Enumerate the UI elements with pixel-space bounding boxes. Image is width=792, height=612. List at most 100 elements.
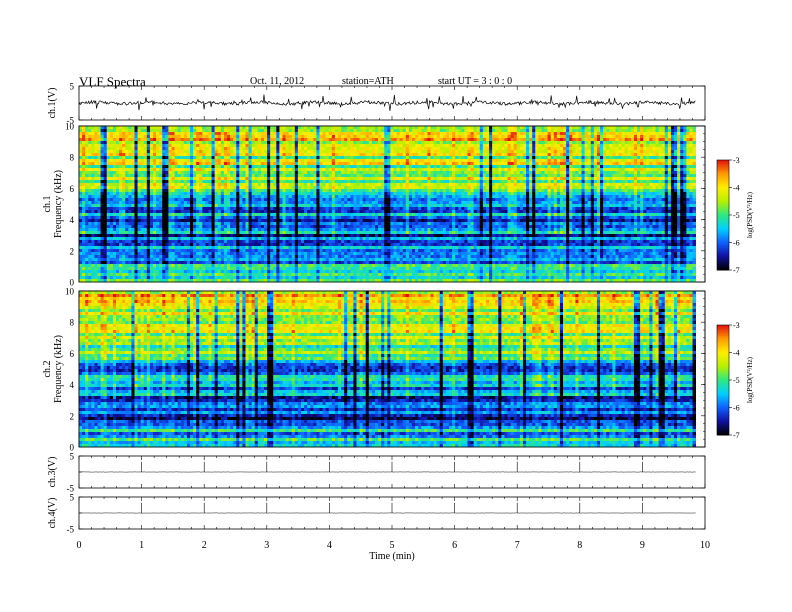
- spectrogram-cell: [270, 135, 274, 139]
- spectrogram-cell: [233, 216, 237, 220]
- spectrogram-cell: [131, 132, 135, 136]
- spectrogram-cell: [279, 171, 283, 175]
- spectrogram-cell: [316, 165, 320, 169]
- spectrogram-cell: [313, 192, 317, 196]
- spectrogram-cell: [328, 162, 333, 166]
- spectrogram-cell: [325, 186, 330, 190]
- spectrogram-cell: [304, 258, 308, 262]
- spectrogram-cell: [282, 207, 286, 211]
- spectrogram-cell: [137, 174, 142, 178]
- spectrogram-cell: [152, 165, 157, 169]
- spectrogram-cell: [174, 255, 179, 259]
- spectrogram-cell: [245, 171, 249, 175]
- spectrogram-cell: [282, 255, 286, 259]
- spectrogram-cell: [131, 249, 135, 253]
- spectrogram-cell: [248, 189, 253, 193]
- spectrogram-cell: [202, 177, 206, 181]
- spectrogram-cell: [149, 186, 154, 190]
- spectrogram-cell: [134, 279, 138, 283]
- spectrogram-cell: [94, 252, 98, 256]
- panel-5: 5-5ch.4(V): [47, 493, 706, 535]
- spectrogram-cell: [100, 165, 105, 169]
- spectrogram-cell: [156, 174, 160, 178]
- spectrogram-cell: [125, 213, 129, 217]
- spectrogram-cell: [180, 165, 185, 169]
- spectrogram-cell: [146, 270, 151, 274]
- spectrogram-cell: [140, 279, 145, 283]
- spectrogram-cell: [125, 174, 129, 178]
- spectrogram-cell: [267, 183, 271, 187]
- spectrogram-cell: [94, 246, 98, 250]
- spectrogram-cell: [168, 234, 172, 238]
- spectrogram-cell: [134, 231, 138, 235]
- spectrogram-cell: [199, 183, 203, 187]
- spectrogram-cell: [134, 255, 138, 259]
- spectrogram-cell: [128, 231, 132, 235]
- spectrogram-cell: [270, 270, 274, 274]
- spectrogram-cell: [91, 201, 95, 205]
- spectrogram-cell: [217, 225, 222, 229]
- spectrogram-cell: [94, 210, 98, 214]
- spectrogram-cell: [276, 270, 280, 274]
- spectrogram-cell: [285, 141, 290, 145]
- spectrogram-cell: [186, 213, 191, 217]
- spectrogram-cell: [100, 210, 105, 214]
- spectrogram-cell: [230, 141, 234, 145]
- spectrogram-cell: [94, 240, 98, 244]
- spectrogram-cell: [97, 138, 101, 142]
- spectrogram-cell: [208, 219, 212, 223]
- spectrogram-cell: [97, 201, 101, 205]
- spectrogram-cell: [325, 183, 330, 187]
- spectrogram-cell: [112, 144, 117, 148]
- spectrogram-cell: [230, 273, 234, 277]
- spectrogram-cell: [189, 192, 194, 196]
- spectrogram-cell: [300, 147, 305, 151]
- spectrogram-cell: [134, 129, 138, 133]
- spectrogram-cell: [223, 126, 228, 130]
- spectrogram-cell: [248, 204, 253, 208]
- spectrogram-cell: [260, 225, 265, 229]
- spectrogram-cell: [233, 219, 237, 223]
- spectrogram-cell: [100, 180, 105, 184]
- spectrogram-cell: [217, 147, 222, 151]
- spectrogram-cell: [202, 198, 206, 202]
- spectrogram-cell: [202, 186, 206, 190]
- spectrogram-cell: [260, 192, 265, 196]
- spectrogram-cell: [211, 135, 216, 139]
- spectrogram-cell: [276, 150, 280, 154]
- spectrogram-cell: [257, 252, 262, 256]
- spectrogram-cell: [91, 219, 95, 223]
- spectrogram-cell: [162, 132, 166, 136]
- spectrogram-cell: [239, 228, 243, 232]
- spectrogram-cell: [270, 195, 274, 199]
- spectrogram-cell: [205, 192, 209, 196]
- spectrogram-cell: [313, 216, 317, 220]
- spectrogram-cell: [236, 243, 240, 247]
- spectrogram-cell: [242, 273, 246, 277]
- spectrogram-cell: [331, 171, 336, 175]
- spectrogram-cell: [328, 192, 333, 196]
- spectrogram-cell: [285, 207, 290, 211]
- spectrogram-cell: [174, 171, 179, 175]
- spectrogram-cell: [205, 267, 209, 271]
- spectrogram-cell: [304, 231, 308, 235]
- spectrogram-cell: [325, 177, 330, 181]
- spectrogram-cell: [319, 198, 323, 202]
- spectrogram-cell: [220, 246, 225, 250]
- y-tick-label: 0: [70, 443, 75, 453]
- spectrogram-cell: [304, 168, 308, 172]
- spectrogram-cell: [162, 204, 166, 208]
- spectrogram-cell: [91, 168, 95, 172]
- spectrogram-cell: [273, 144, 277, 148]
- spectrogram-cell: [122, 183, 126, 187]
- spectrogram-cell: [331, 234, 336, 238]
- spectrogram-cell: [165, 156, 169, 160]
- spectrogram-cell: [122, 213, 126, 217]
- spectrogram-cell: [189, 198, 194, 202]
- spectrogram-cell: [149, 261, 154, 265]
- spectrogram-cell: [134, 174, 138, 178]
- spectrogram-cell: [186, 219, 191, 223]
- spectrogram-cell: [300, 165, 305, 169]
- spectrogram-cell: [217, 144, 222, 148]
- spectrogram-cell: [294, 156, 299, 160]
